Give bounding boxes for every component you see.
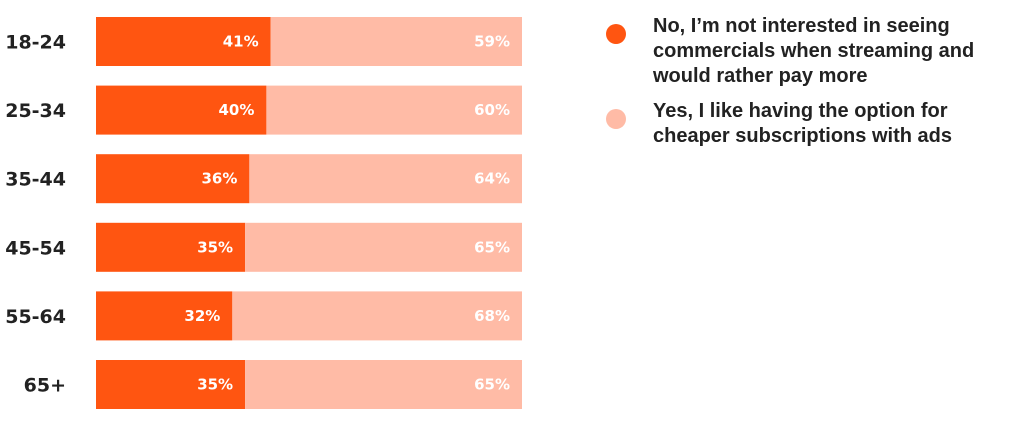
bar-yes-65plus [245, 360, 522, 409]
bar-no-45-54 [96, 222, 246, 272]
data-label-no-25-34: 40% [218, 101, 254, 119]
data-label-yes-35-44: 64% [474, 170, 510, 188]
category-label-55-64: 55-64 [5, 306, 66, 328]
bar-yes-18-24 [270, 17, 522, 66]
data-label-no-55-64: 32% [184, 307, 220, 325]
bar-no-25-34 [96, 85, 267, 135]
bar-yes-55-64 [232, 291, 522, 341]
bar-yes-25-34 [266, 85, 522, 135]
legend-item-no: No, I’m not interested in seeing commerc… [606, 14, 1006, 89]
category-label-18-24: 18-24 [5, 32, 66, 54]
data-label-no-35-44: 36% [201, 170, 237, 188]
legend-label-no: No, I’m not interested in seeing commerc… [653, 15, 975, 87]
category-label-65plus: 65+ [24, 375, 66, 397]
bar-yes-35-44 [249, 154, 523, 204]
data-label-yes-55-64: 68% [474, 307, 510, 325]
data-label-yes-45-54: 65% [474, 238, 510, 256]
bar-no-18-24 [96, 17, 271, 66]
bar-yes-45-54 [245, 222, 522, 272]
data-label-yes-25-34: 60% [474, 101, 510, 119]
category-label-25-34: 25-34 [5, 100, 66, 122]
data-label-yes-18-24: 59% [474, 33, 510, 51]
bar-no-65plus [96, 360, 246, 409]
category-label-45-54: 45-54 [5, 237, 66, 259]
legend-swatch-no [606, 24, 626, 44]
data-label-no-45-54: 35% [197, 238, 233, 256]
legend-swatch-yes [606, 109, 626, 129]
legend-label-yes: Yes, I like having the option for cheape… [653, 100, 952, 147]
bar-no-55-64 [96, 291, 233, 341]
data-label-no-65plus: 35% [197, 376, 233, 394]
legend-item-yes: Yes, I like having the option for cheape… [606, 99, 1006, 149]
category-label-35-44: 35-44 [5, 169, 66, 191]
data-label-yes-65plus: 65% [474, 376, 510, 394]
data-label-no-18-24: 41% [223, 33, 259, 51]
bar-no-35-44 [96, 154, 250, 204]
legend: No, I’m not interested in seeing commerc… [606, 14, 1006, 159]
